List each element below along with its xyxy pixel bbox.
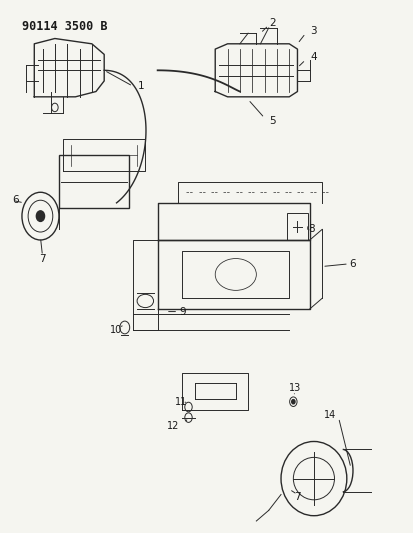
Text: 6: 6 (12, 195, 19, 205)
Text: 13: 13 (289, 383, 301, 393)
Text: 4: 4 (310, 52, 316, 62)
Text: 10: 10 (110, 325, 122, 335)
Text: 7: 7 (294, 492, 300, 502)
Text: 5: 5 (269, 116, 275, 126)
Text: 8: 8 (308, 224, 314, 235)
Text: 11: 11 (175, 397, 187, 407)
Text: 12: 12 (166, 421, 178, 431)
Circle shape (36, 211, 45, 221)
Text: 3: 3 (310, 26, 316, 36)
Text: 2: 2 (269, 18, 275, 28)
Text: 1: 1 (138, 81, 144, 91)
Text: 9: 9 (178, 306, 185, 317)
Text: 6: 6 (349, 259, 356, 269)
Text: 7: 7 (39, 254, 46, 263)
Circle shape (291, 400, 294, 404)
Text: 90114 3500 B: 90114 3500 B (22, 20, 107, 33)
Text: 14: 14 (323, 410, 336, 420)
